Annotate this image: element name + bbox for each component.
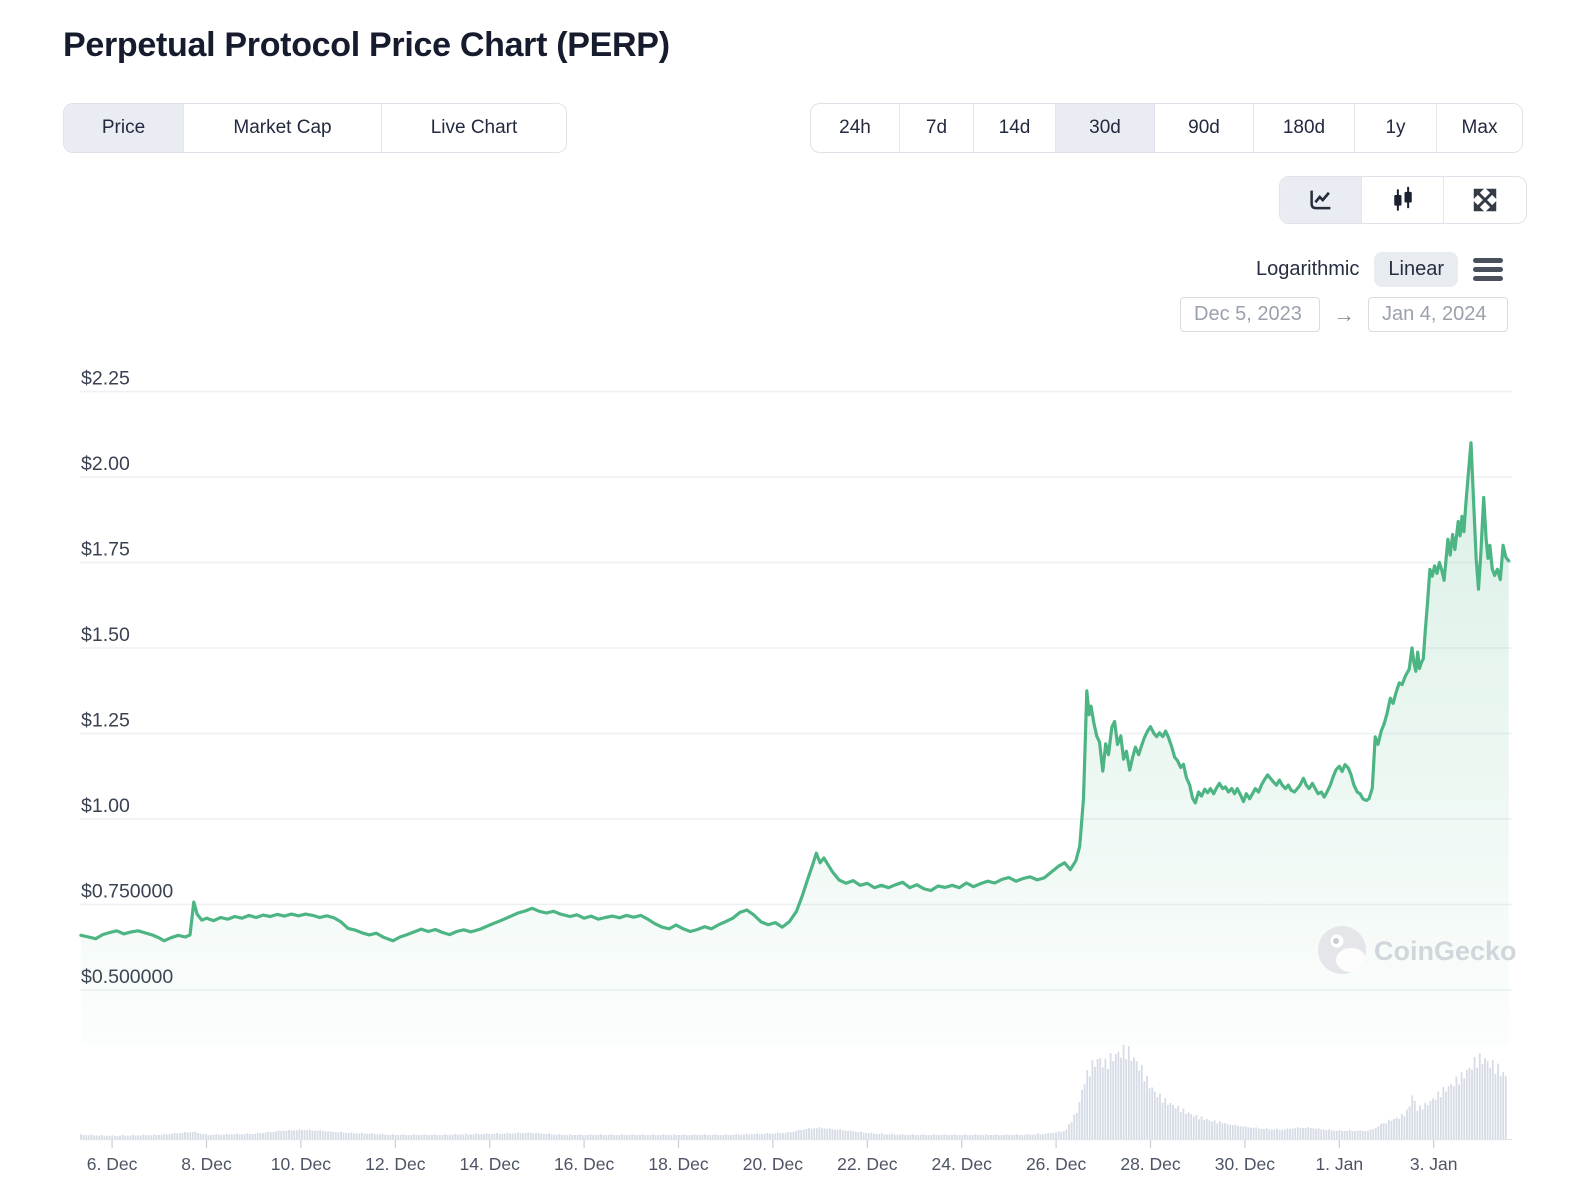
scale-toggle-row: Logarithmic Linear [1256,249,1503,289]
y-axis-label: $1.75 [81,539,130,561]
tab-market-cap[interactable]: Market Cap [184,104,382,152]
range-24h[interactable]: 24h [811,104,900,152]
menu-icon[interactable] [1473,257,1503,281]
x-axis-label: 14. Dec [460,1154,521,1174]
y-axis-label: $2.00 [81,453,130,475]
x-axis-label: 18. Dec [648,1154,709,1174]
y-axis-label: $1.00 [81,795,130,817]
date-range-row: Dec 5, 2023 → Jan 4, 2024 [1180,297,1508,332]
range-30d[interactable]: 30d [1056,104,1155,152]
x-axis-label: 8. Dec [181,1154,232,1174]
scale-logarithmic-button[interactable]: Logarithmic [1256,257,1360,280]
x-axis-label: 3. Jan [1410,1154,1458,1174]
range-90d[interactable]: 90d [1155,104,1254,152]
tab-price[interactable]: Price [64,104,184,152]
fullscreen-icon[interactable] [1444,177,1526,223]
x-axis-label: 24. Dec [932,1154,993,1174]
scale-linear-button[interactable]: Linear [1374,251,1458,287]
y-axis-label: $2.25 [81,368,130,390]
date-from-input[interactable]: Dec 5, 2023 [1180,297,1320,332]
coingecko-watermark: CoinGecko [1318,926,1517,974]
range-7d[interactable]: 7d [900,104,974,152]
x-axis-label: 28. Dec [1120,1154,1181,1174]
range-14d[interactable]: 14d [974,104,1056,152]
y-axis-label: $0.750000 [81,881,173,903]
watermark-label: CoinGecko [1374,936,1517,966]
chart-type-selector [1279,176,1527,224]
x-axis-label: 10. Dec [271,1154,332,1174]
chart-tabs: Price Market Cap Live Chart [63,103,567,153]
volume-bars [80,1044,1507,1139]
range-max[interactable]: Max [1461,117,1498,138]
range-180d[interactable]: 180d [1254,104,1355,152]
x-axis-label: 12. Dec [365,1154,426,1174]
range-selector: 24h 7d 14d 30d 90d 180d 1y Max [810,103,1523,153]
gecko-icon [1330,934,1366,972]
x-axis-label: 20. Dec [743,1154,804,1174]
x-axis-label: 16. Dec [554,1154,615,1174]
price-line [79,441,1511,943]
range-1y[interactable]: 1y [1355,104,1437,152]
line-chart-icon[interactable] [1280,177,1362,223]
y-axis-label: $1.50 [81,624,130,646]
candlestick-icon[interactable] [1362,177,1444,223]
price-area-fill [80,442,1509,1046]
x-axis-label: 6. Dec [87,1154,138,1174]
x-axis-label: 1. Jan [1315,1154,1363,1174]
x-axis-label: 30. Dec [1215,1154,1276,1174]
x-axis-label: 22. Dec [837,1154,898,1174]
arrow-right-icon: → [1333,301,1355,327]
x-axis-label: 26. Dec [1026,1154,1087,1174]
page-title: Perpetual Protocol Price Chart (PERP) [63,26,670,64]
tab-live-chart[interactable]: Live Chart [430,117,518,138]
y-axis-label: $1.25 [81,710,130,732]
date-to-input[interactable]: Jan 4, 2024 [1368,297,1508,332]
